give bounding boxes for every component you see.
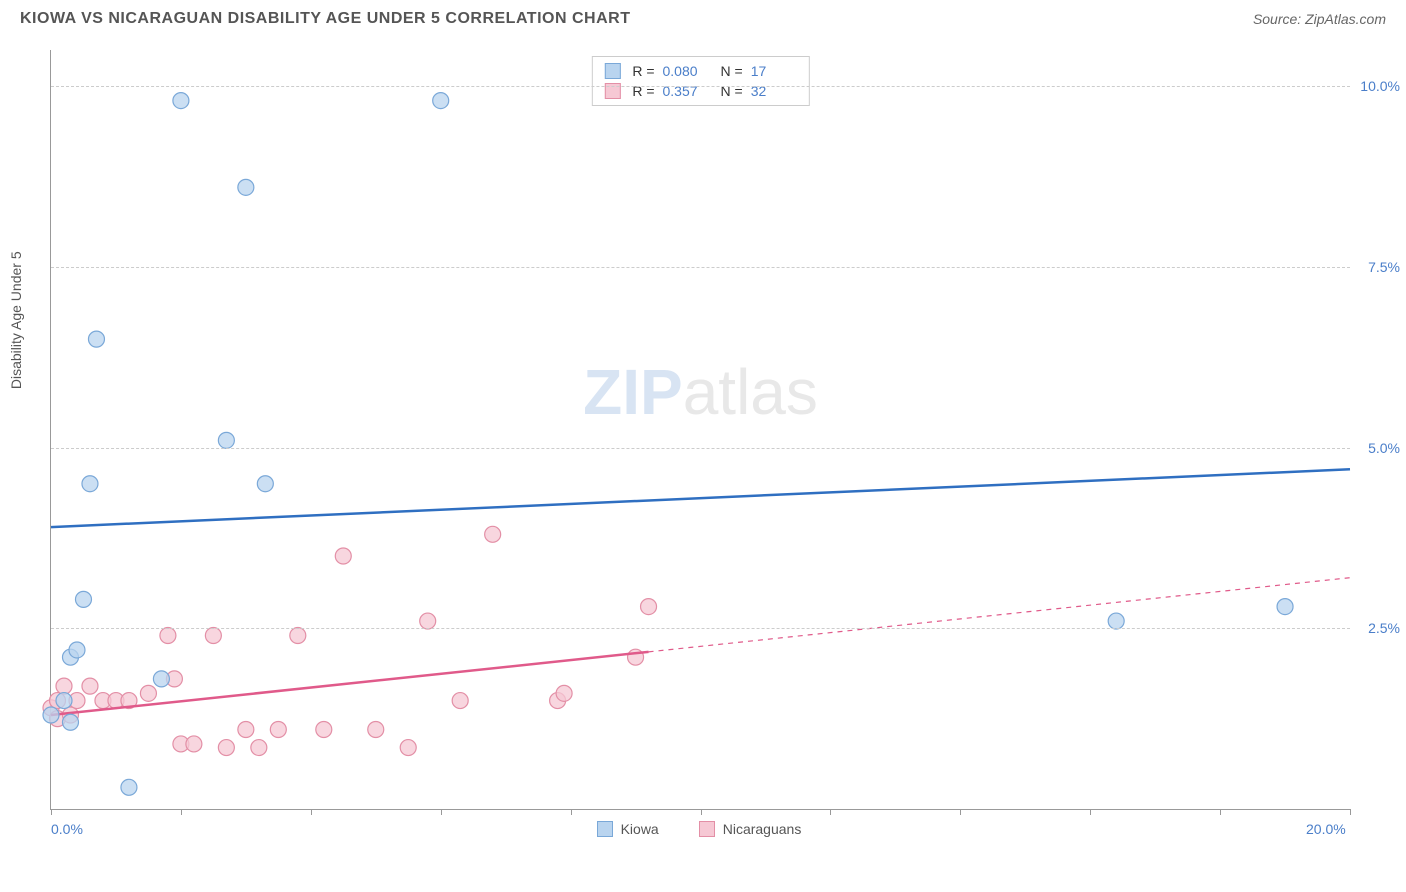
legend-row-nicaraguan: R = 0.357 N = 32 xyxy=(604,81,796,101)
scatter-point xyxy=(238,179,254,195)
scatter-point xyxy=(153,671,169,687)
x-tick-label: 0.0% xyxy=(51,821,83,837)
scatter-point xyxy=(160,628,176,644)
gridline xyxy=(51,267,1350,268)
scatter-point xyxy=(251,740,267,756)
scatter-point xyxy=(452,693,468,709)
scatter-point xyxy=(290,628,306,644)
x-tick xyxy=(1350,809,1351,815)
scatter-point xyxy=(641,599,657,615)
scatter-point xyxy=(82,476,98,492)
y-tick-label: 5.0% xyxy=(1368,440,1400,456)
y-tick-label: 10.0% xyxy=(1360,78,1400,94)
plot-area: ZIPatlas R = 0.080 N = 17 R = 0.357 N = … xyxy=(50,50,1350,810)
scatter-point xyxy=(62,714,78,730)
scatter-point xyxy=(121,779,137,795)
legend-label-nicaraguan: Nicaraguans xyxy=(723,821,802,837)
legend-swatch-kiowa-bottom xyxy=(597,821,613,837)
x-tick xyxy=(1090,809,1091,815)
x-tick xyxy=(960,809,961,815)
scatter-point xyxy=(69,642,85,658)
scatter-point xyxy=(205,628,221,644)
legend-label-kiowa: Kiowa xyxy=(621,821,659,837)
source-attribution: Source: ZipAtlas.com xyxy=(1253,11,1386,27)
legend-row-kiowa: R = 0.080 N = 17 xyxy=(604,61,796,81)
scatter-point xyxy=(368,721,384,737)
scatter-point xyxy=(43,707,59,723)
trend-line xyxy=(51,469,1350,527)
legend-r-kiowa: 0.080 xyxy=(663,63,709,79)
legend-swatch-nicaraguan-bottom xyxy=(699,821,715,837)
scatter-point xyxy=(218,740,234,756)
legend-r-label: R = xyxy=(632,63,654,79)
x-tick xyxy=(311,809,312,815)
scatter-point xyxy=(316,721,332,737)
plot-svg xyxy=(51,50,1350,809)
chart-header: KIOWA VS NICARAGUAN DISABILITY AGE UNDER… xyxy=(0,0,1406,32)
scatter-point xyxy=(218,432,234,448)
legend-item-nicaraguan: Nicaraguans xyxy=(699,821,802,837)
x-tick xyxy=(441,809,442,815)
scatter-point xyxy=(88,331,104,347)
x-tick xyxy=(571,809,572,815)
gridline xyxy=(51,628,1350,629)
x-tick xyxy=(830,809,831,815)
scatter-point xyxy=(82,678,98,694)
scatter-point xyxy=(335,548,351,564)
x-tick xyxy=(1220,809,1221,815)
scatter-point xyxy=(173,93,189,109)
scatter-point xyxy=(75,591,91,607)
y-tick-label: 7.5% xyxy=(1368,259,1400,275)
scatter-point xyxy=(257,476,273,492)
scatter-point xyxy=(1277,599,1293,615)
correlation-legend: R = 0.080 N = 17 R = 0.357 N = 32 xyxy=(591,56,809,106)
scatter-point xyxy=(400,740,416,756)
y-tick-label: 2.5% xyxy=(1368,620,1400,636)
scatter-point xyxy=(433,93,449,109)
series-legend: Kiowa Nicaraguans xyxy=(597,821,802,837)
scatter-point xyxy=(556,685,572,701)
chart-container: Disability Age Under 5 ZIPatlas R = 0.08… xyxy=(50,50,1390,850)
x-tick-label: 20.0% xyxy=(1306,821,1346,837)
x-tick xyxy=(51,809,52,815)
x-tick xyxy=(701,809,702,815)
scatter-point xyxy=(140,685,156,701)
legend-item-kiowa: Kiowa xyxy=(597,821,659,837)
gridline xyxy=(51,448,1350,449)
x-tick xyxy=(181,809,182,815)
scatter-point xyxy=(420,613,436,629)
legend-n-label: N = xyxy=(721,63,743,79)
legend-n-kiowa: 17 xyxy=(751,63,797,79)
scatter-point xyxy=(56,678,72,694)
gridline xyxy=(51,86,1350,87)
chart-title: KIOWA VS NICARAGUAN DISABILITY AGE UNDER… xyxy=(20,10,630,28)
scatter-point xyxy=(238,721,254,737)
scatter-point xyxy=(186,736,202,752)
scatter-point xyxy=(1108,613,1124,629)
scatter-point xyxy=(485,526,501,542)
trend-line-dashed xyxy=(649,578,1350,652)
scatter-point xyxy=(270,721,286,737)
legend-swatch-kiowa xyxy=(604,63,620,79)
scatter-point xyxy=(56,693,72,709)
y-axis-title: Disability Age Under 5 xyxy=(8,251,24,389)
